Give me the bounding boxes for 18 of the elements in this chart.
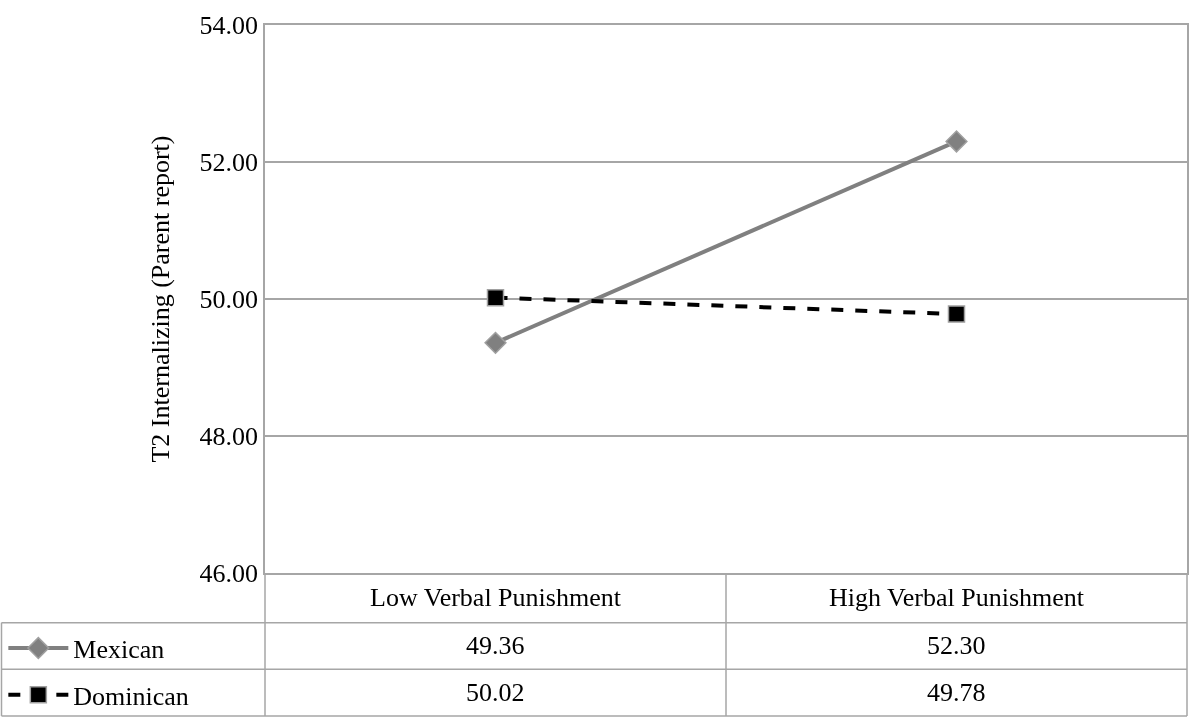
x-tick-label: High Verbal Punishment <box>828 582 1085 612</box>
legend-label: Mexican <box>73 635 165 665</box>
y-tick-label: 48.00 <box>199 422 259 452</box>
y-tick-label: 54.00 <box>199 11 259 41</box>
x-tick-label: Low Verbal Punishment <box>370 582 622 612</box>
data-label: 50.02 <box>466 678 525 707</box>
y-tick-label: 50.00 <box>199 285 259 315</box>
point <box>484 331 507 354</box>
point <box>947 305 966 323</box>
y-tick-label: 46.00 <box>199 559 259 589</box>
data-label: 49.36 <box>466 631 525 660</box>
point <box>945 130 968 153</box>
data-label: 49.78 <box>927 678 986 707</box>
legend-label: Dominican <box>73 681 189 711</box>
data-label: 52.30 <box>927 631 986 660</box>
point <box>486 288 505 307</box>
y-axis-title: T2 Internalizing (Parent report) <box>146 135 176 463</box>
y-tick-label: 52.00 <box>199 148 259 178</box>
